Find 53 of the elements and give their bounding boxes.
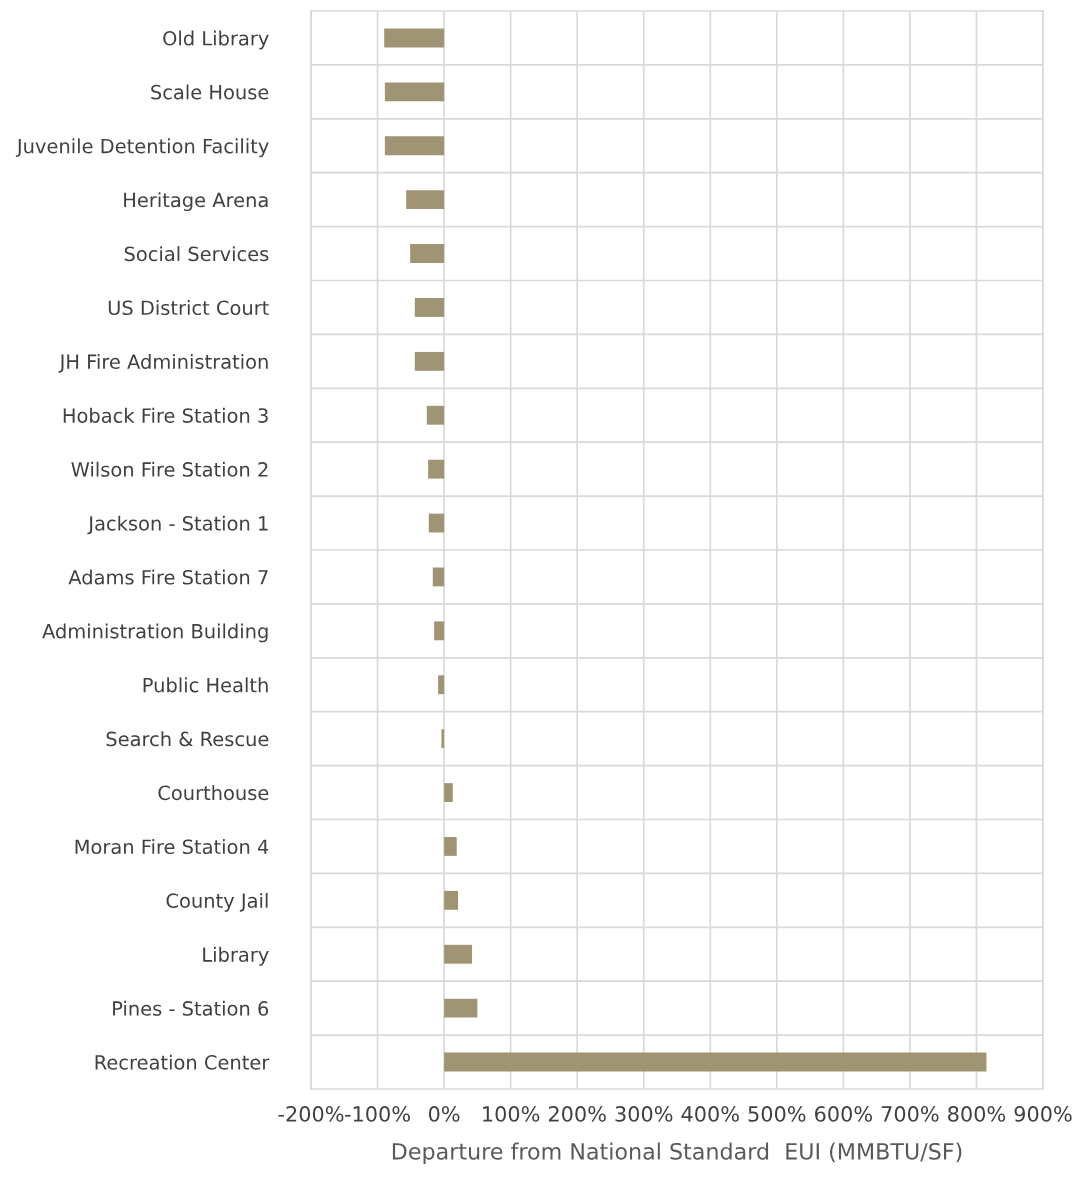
bar xyxy=(414,298,445,317)
y-tick-label: US District Court xyxy=(108,300,269,316)
y-tick-label: Scale House xyxy=(151,84,269,100)
x-tick-label: 400% xyxy=(681,1106,739,1122)
x-tick-label: -100% xyxy=(345,1106,410,1122)
x-tick-label: 800% xyxy=(948,1106,1006,1122)
x-tick-label: 700% xyxy=(881,1106,939,1122)
bar xyxy=(428,459,445,479)
x-tick-label: -200% xyxy=(278,1106,344,1122)
x-axis-title: Departure from National Standard EUI (MMBTU/SF) xyxy=(392,1142,962,1164)
bar xyxy=(426,405,445,425)
x-tick-label: 200% xyxy=(548,1106,606,1122)
bar xyxy=(410,244,445,263)
x-tick-label: 0% xyxy=(428,1106,460,1122)
bar xyxy=(444,783,453,802)
y-tick-label: County Jail xyxy=(166,892,268,912)
bar xyxy=(432,567,445,587)
y-tick-label: Social Services xyxy=(124,246,269,262)
bar xyxy=(438,675,445,695)
bar xyxy=(384,82,445,102)
x-tick-label: 300% xyxy=(615,1106,673,1122)
y-tick-label: Moran Fire Station 4 xyxy=(75,839,269,855)
y-tick-label: Heritage Arena xyxy=(124,192,268,212)
y-tick-label: Juvenile Detention Facility xyxy=(15,138,269,158)
bar xyxy=(406,190,445,210)
y-tick-label: Wilson Fire Station 2 xyxy=(71,461,268,477)
x-tick-label: 100% xyxy=(483,1106,540,1122)
bar xyxy=(444,890,459,910)
y-tick-label: Jackson - Station 1 xyxy=(87,515,268,535)
bar xyxy=(434,621,445,641)
y-tick-label: Public Health xyxy=(143,677,268,693)
y-tick-label: Hoback Fire Station 3 xyxy=(63,407,268,423)
bar xyxy=(384,28,445,48)
bar xyxy=(444,837,457,856)
y-tick-label: Courthouse xyxy=(158,785,269,801)
y-tick-label: Recreation Center xyxy=(95,1054,270,1070)
y-tick-label: Administration Building xyxy=(42,623,268,643)
y-tick-label: Pines - Station 6 xyxy=(113,1000,269,1016)
bar xyxy=(441,729,445,749)
bar xyxy=(444,944,473,964)
bar xyxy=(414,351,445,371)
bar xyxy=(384,136,445,156)
bar xyxy=(444,998,478,1018)
x-tick-label: 500% xyxy=(748,1106,806,1122)
y-tick-label: Adams Fire Station 7 xyxy=(68,569,268,585)
y-tick-label: Library xyxy=(203,946,269,966)
y-tick-label: Old Library xyxy=(163,30,269,50)
x-tick-label: 900% xyxy=(1014,1106,1072,1122)
bar xyxy=(428,513,445,533)
y-tick-label: Search & Rescue xyxy=(106,731,269,747)
x-tick-label: 600% xyxy=(815,1106,872,1122)
bar xyxy=(444,1052,987,1072)
y-tick-label: JH Fire Administration xyxy=(58,353,268,373)
